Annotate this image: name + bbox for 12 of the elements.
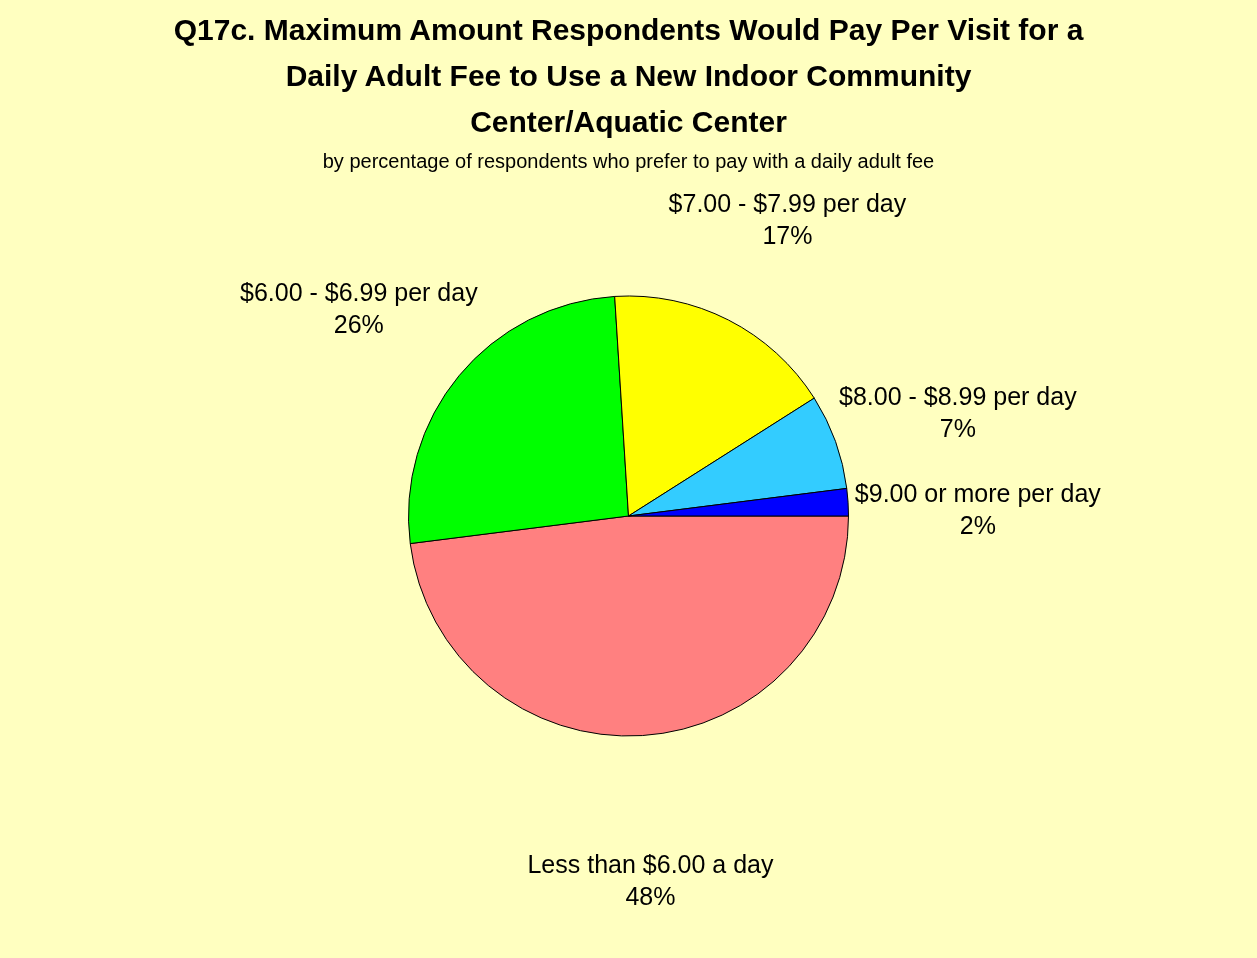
data-label: 2% — [959, 511, 996, 540]
slice-label: $8.00 - $8.99 per day — [838, 382, 1078, 411]
chart-title: Q17c. Maximum Amount Respondents Would Pay Per Visit for a Daily Adult Fee to Use a New Indoor Community Center/Aquatic Center — [173, 13, 1084, 138]
slice-label: $6.00 - $6.99 per day — [239, 277, 479, 306]
data-label: 26% — [333, 309, 384, 338]
data-label: 7% — [939, 414, 976, 443]
slice-label: $9.00 or more per day — [854, 479, 1102, 508]
chart-subtitle: by percentage of respondents who prefer to pay with a daily adult fee — [322, 150, 935, 172]
data-label: 48% — [625, 882, 676, 911]
data-label: 17% — [762, 221, 813, 250]
slice-label: Less than $6.00 a day — [527, 850, 774, 879]
slice-label: $7.00 - $7.99 per day — [668, 189, 907, 218]
